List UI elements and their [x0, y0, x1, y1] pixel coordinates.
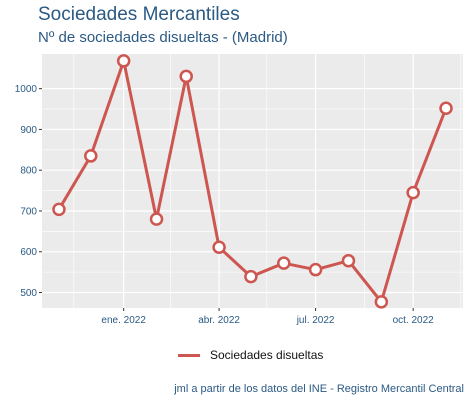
data-point: [308, 262, 323, 277]
data-point: [149, 212, 164, 226]
data-point: [374, 295, 389, 309]
x-tick-label: jul. 2022: [296, 315, 335, 326]
y-tick-label: 800: [20, 166, 37, 177]
data-point: [212, 240, 226, 255]
data-point: [52, 202, 66, 217]
x-tick-label: ene. 2022: [101, 315, 146, 326]
legend-label: Sociedades disueltas: [210, 348, 324, 362]
y-tick-label: 600: [20, 247, 37, 258]
y-tick-label: 1000: [15, 84, 38, 95]
data-point: [179, 69, 193, 84]
data-point: [116, 54, 131, 68]
data-point: [439, 101, 453, 115]
data-point: [84, 149, 98, 163]
data-point: [406, 185, 420, 200]
y-tick-label: 700: [20, 206, 37, 217]
y-tick-label: 900: [20, 125, 37, 136]
legend: Sociedades disueltas: [178, 348, 323, 362]
x-tick-label: oct. 2022: [393, 315, 435, 326]
data-point: [277, 256, 291, 270]
chart-subtitle: Nº de sociedades disueltas - (Madrid): [38, 29, 288, 46]
x-tick-label: abr. 2022: [198, 315, 240, 326]
data-point: [244, 269, 258, 284]
chart-title: Sociedades Mercantiles: [38, 4, 240, 25]
data-point: [341, 253, 356, 268]
legend-swatch: [178, 353, 200, 357]
source-caption: jml a partir de los datos del INE - Regi…: [174, 383, 464, 395]
y-tick-label: 500: [20, 288, 37, 299]
plot-panel: [42, 54, 463, 308]
